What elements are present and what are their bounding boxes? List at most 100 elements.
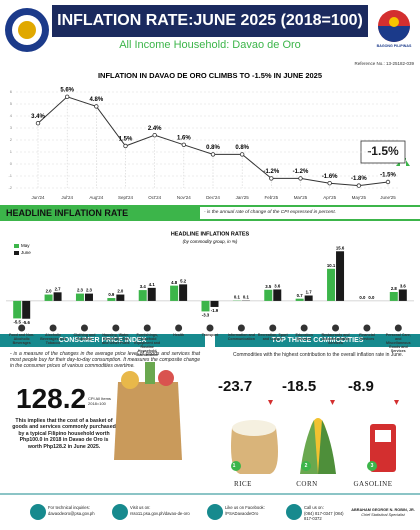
y-tick-label: 5: [10, 101, 13, 106]
callout: -1.5%: [367, 144, 399, 158]
corn: [300, 420, 318, 474]
cpi-value: 128.2: [16, 383, 87, 414]
x-tick-label: Nov'24: [177, 195, 191, 200]
trend-line: [37, 96, 389, 187]
value-label: -1.2%: [263, 169, 279, 175]
value-label: 5.2: [180, 279, 187, 284]
legend-swatch: [14, 244, 19, 248]
value-label: 2.0: [46, 289, 53, 294]
commodity-rank: 3: [370, 463, 374, 469]
y-tick-label: 0: [10, 161, 13, 166]
cpi-title: CONSUMER PRICE INDEX: [58, 337, 147, 344]
category-icon: [332, 324, 340, 332]
point: [35, 120, 41, 126]
commodity-value: -8.9: [348, 378, 374, 395]
point: [327, 180, 332, 186]
bar: [53, 292, 62, 301]
category-icon: [237, 324, 245, 332]
x-tick-label: Sept'24: [118, 195, 134, 200]
value-label: 0.1: [243, 295, 250, 300]
footer-value: davaodeoro@psa.gov.ph: [48, 510, 95, 516]
footer-value: /PSADavaodeOro: [225, 510, 259, 516]
value-label: 3.5: [265, 284, 272, 289]
value-label: -1.2%: [293, 169, 309, 175]
bar: [398, 289, 407, 301]
x-tick-label: Jun'24: [31, 195, 45, 200]
category-label: Recreation, Sport and Culture: [257, 333, 288, 341]
headline-title: HEADLINE INFLATION RATE: [6, 208, 129, 218]
commodity-value: -18.5: [282, 378, 317, 395]
category-icon: [112, 324, 120, 332]
bp-logo: [389, 17, 399, 27]
commodity-rank: 1: [232, 463, 236, 469]
value-label: 15.6: [336, 245, 345, 250]
grocery-item: [121, 371, 139, 389]
value-label: -1.8%: [351, 176, 367, 182]
up-arrow: [396, 156, 410, 166]
bar: [22, 300, 31, 319]
category-icon: [18, 324, 26, 332]
cpi-definition: - is a measure of the changes in the ave…: [10, 351, 200, 370]
rice-sack: [231, 428, 278, 474]
y-tick-label: -2: [8, 185, 12, 190]
category-label: Furnishings, Household Equipment and Rou…: [134, 333, 161, 357]
point: [94, 104, 99, 109]
rank-badge: [301, 461, 311, 471]
commodity-rank: 2: [304, 463, 308, 469]
page-title: INFLATION RATE:JUNE 2025 (2018=100): [57, 12, 363, 29]
value-label: 2.8: [391, 286, 398, 291]
bar: [201, 300, 210, 312]
value-label: -1.6%: [322, 174, 338, 180]
category-icon: [300, 324, 308, 332]
category-icon: [80, 324, 88, 332]
x-tick-label: Jan'25: [236, 195, 250, 200]
point: [269, 176, 274, 181]
rice-sack: [232, 420, 276, 436]
value-label: -5.5: [13, 320, 21, 325]
footer-phone: Call us on: (084) 817-0347 (084) 817-0372: [304, 505, 344, 522]
category-label: Education Services: [295, 333, 313, 341]
x-tick-label: Oct'24: [148, 195, 161, 200]
bar: [84, 293, 93, 301]
line-chart-title: INFLATION IN DAVAO DE ORO CLIMBS TO -1.5…: [98, 71, 322, 80]
bar: [295, 298, 304, 301]
logo-text: BAGONG PILIPINAS: [376, 44, 412, 48]
corn: [318, 420, 336, 474]
down-arrow: [394, 400, 399, 405]
bar: [273, 289, 282, 301]
gas-pump: [375, 430, 391, 442]
category-label: Information and Communication: [227, 333, 255, 341]
bar: [179, 284, 188, 301]
value-label: 5.6%: [60, 87, 74, 93]
category-label: Health: [173, 333, 185, 337]
top3-band: [215, 334, 420, 347]
value-label: 0.7: [297, 293, 304, 298]
point: [210, 152, 216, 157]
value-label: 10.1: [327, 263, 336, 268]
cpi-caption: CPI All Items 2018=100: [88, 396, 111, 406]
point: [239, 152, 245, 157]
value-label: -5.6: [22, 320, 30, 325]
value-label: 1.5%: [119, 137, 133, 143]
bar: [44, 294, 53, 301]
commodity-name: GASOLINE: [353, 480, 393, 488]
bar: [389, 292, 398, 301]
commodity-value: -23.7: [218, 378, 253, 395]
bar-chart-title: HEADLINE INFLATION RATES: [171, 231, 250, 237]
x-tick-label: Apr'25: [323, 195, 336, 200]
value-label: 3.4%: [31, 114, 45, 120]
legend-label: May: [21, 243, 30, 248]
bar: [304, 295, 313, 301]
y-tick-label: 2: [10, 137, 13, 142]
web-icon: [112, 504, 128, 520]
x-tick-label: Dec'24: [206, 195, 220, 200]
rank-badge: [231, 461, 241, 471]
cpi-band: [0, 334, 205, 347]
down-arrow: [330, 400, 335, 405]
rank-badge: [367, 461, 377, 471]
grocery-bag: [114, 382, 182, 460]
bar: [107, 298, 116, 301]
x-tick-label: June'25: [380, 195, 396, 200]
